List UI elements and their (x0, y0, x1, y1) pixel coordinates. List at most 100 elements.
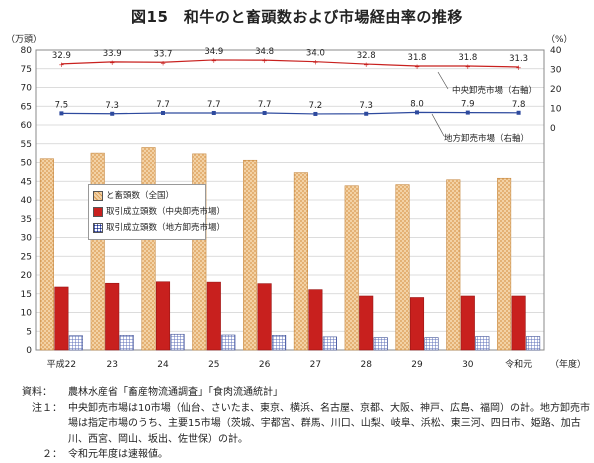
bar-central (359, 295, 374, 351)
series-label-local: 地方卸売市場（右軸） (444, 133, 529, 144)
line-central-marker: + (160, 59, 166, 67)
data-label: 7.7 (258, 100, 272, 110)
note-label: 資料： (22, 387, 52, 398)
bar-total (395, 184, 410, 351)
bar-total (344, 185, 359, 351)
bar-total (497, 177, 512, 351)
y-left-tick-label: 5 (26, 327, 32, 337)
line-central-marker: + (262, 57, 268, 65)
line-local-marker (465, 110, 470, 115)
note-text: 農林水産省「畜産物流通調査」「食肉流通統計」 (68, 387, 283, 398)
bar-central (54, 286, 69, 351)
line-central-marker: + (109, 59, 115, 67)
line-local-marker (262, 110, 267, 115)
y-right-tick-label: 20 (550, 85, 562, 95)
bar-total (243, 159, 258, 351)
data-label: 7.3 (359, 101, 373, 111)
bar-total (39, 158, 54, 351)
y-left-tick-label: 40 (21, 196, 33, 206)
bar-central (105, 282, 120, 351)
bar-local (68, 335, 83, 351)
bar-local (526, 336, 541, 351)
bar-total (141, 147, 156, 351)
legend-swatch-local (93, 223, 103, 233)
data-label: 8.0 (410, 99, 424, 109)
line-central-marker: + (211, 57, 217, 65)
y-left-tick-label: 35 (21, 215, 32, 225)
y-left-tick-label: 0 (26, 346, 32, 356)
bar-central (308, 289, 323, 351)
y-left-tick-label: 55 (21, 140, 32, 150)
x-tick-label: 25 (208, 360, 219, 370)
legend-label-local: 取引成立頭数（地方卸売市場） (106, 223, 226, 233)
legend-label-central: 取引成立頭数（中央卸売市場） (106, 207, 226, 217)
bar-central (511, 295, 526, 351)
data-label: 31.3 (509, 54, 528, 64)
chart-title: 図15 和牛のと畜頭数および市場経由率の推移 (131, 8, 463, 26)
leader-line (437, 71, 449, 90)
x-tick-label: 24 (157, 360, 169, 370)
bar-local (170, 333, 185, 351)
line-central (61, 59, 519, 68)
x-tick-label: 23 (106, 360, 117, 370)
data-label: 31.8 (458, 53, 477, 63)
data-label: 7.9 (461, 100, 475, 110)
line-central-marker: + (312, 59, 318, 67)
y-left-tick-label: 70 (21, 84, 33, 94)
legend-swatch-central (93, 207, 103, 217)
x-tick-label: 26 (259, 360, 271, 370)
bar-central (409, 297, 425, 351)
line-local (61, 111, 519, 115)
bar-total (293, 172, 308, 351)
line-central-marker: + (516, 64, 522, 72)
x-tick-label: 30 (462, 360, 474, 370)
bar-central (460, 295, 475, 351)
x-tick-label: 28 (360, 360, 372, 370)
bar-total (90, 152, 105, 351)
line-local-marker (415, 110, 419, 115)
note-source: 資料： 農林水産省「畜産物流通調査」「食肉流通統計」 (22, 385, 592, 401)
chart: 0 5 10 15 20 25 30 35 40 45 50 55 60 65 70 75 80 0 10 20 30 4… (6, 34, 586, 370)
y-right-tick-label: 30 (550, 66, 562, 76)
data-label: 33.9 (103, 49, 122, 59)
bar-local (373, 337, 388, 351)
legend-item-local: 取引成立頭数（地方卸売市場） (93, 220, 225, 236)
y-left-tick-label: 60 (21, 121, 33, 131)
data-label: 32.9 (52, 51, 71, 61)
note-text: 令和元年度は速報値。 (68, 449, 168, 460)
line-central-marker: + (363, 61, 369, 69)
legend-swatch-total (93, 191, 103, 201)
y-left-tick-label: 65 (21, 102, 32, 112)
y-left-tick-label: 80 (21, 46, 33, 56)
x-tick-label: 29 (411, 360, 423, 370)
line-local-marker (364, 111, 369, 116)
note-2: ２： 令和元年度は速報値。 (22, 447, 592, 463)
x-tick-label: 令和元 (505, 358, 532, 370)
y-left-tick-label: 10 (21, 309, 33, 319)
data-label: 32.8 (357, 51, 376, 61)
y-right-tick-label: 0 (550, 124, 556, 134)
bar-total (446, 179, 461, 351)
data-label: 7.8 (512, 100, 526, 110)
x-tick-label: 平成22 (47, 358, 76, 370)
x-axis-label: （年度） (550, 358, 586, 370)
note-label: ２： (42, 449, 62, 460)
plot-frame (35, 49, 545, 351)
y-right-unit: （%） (546, 34, 573, 45)
data-label: 31.8 (408, 53, 427, 63)
y-left-tick-label: 25 (21, 252, 32, 262)
data-label: 7.2 (309, 101, 323, 111)
y-left-tick-label: 20 (21, 271, 33, 281)
note-label: 注１： (32, 402, 62, 414)
legend-label-total: と畜頭数（全国） (106, 191, 175, 201)
bar-local (475, 336, 490, 351)
y-right-tick-label: 10 (550, 105, 562, 115)
legend-item-total: と畜頭数（全国） (93, 188, 201, 204)
data-label: 33.7 (154, 49, 173, 59)
data-label: 34.8 (255, 47, 274, 57)
y-right-tick-label: 40 (550, 46, 562, 56)
line-local-marker (161, 110, 165, 115)
y-left-tick-label: 15 (21, 290, 32, 300)
line-central-marker: + (465, 63, 471, 71)
line-local-marker (110, 111, 115, 116)
